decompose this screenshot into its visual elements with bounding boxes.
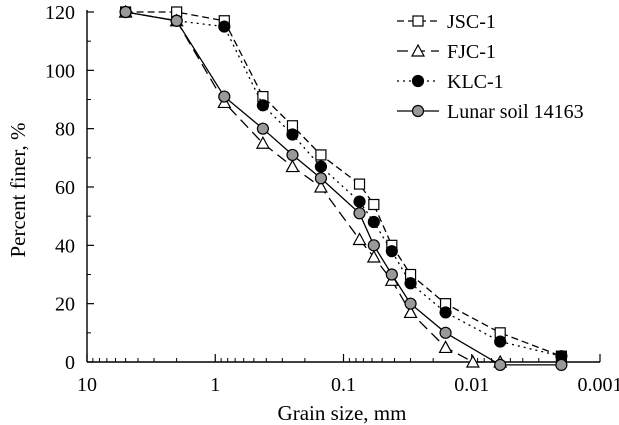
data-point — [385, 268, 398, 281]
data-point — [314, 172, 328, 185]
data-point — [353, 178, 366, 190]
data-point — [403, 305, 418, 319]
y-tick-label: 20 — [55, 294, 75, 316]
y-tick-label: 120 — [45, 2, 75, 24]
data-point — [385, 245, 398, 258]
axes: 0 20 40 60 80 100 120 10 1 0.1 0.01 0.001 — [45, 2, 619, 396]
data-point — [438, 340, 453, 354]
legend-label: FJC-1 — [447, 41, 496, 63]
legend-label: KLC-1 — [447, 71, 504, 93]
x-tick-label: 10 — [77, 374, 97, 396]
y-tick-label: 40 — [55, 235, 75, 257]
y-axis-label: Percent finer, % — [6, 122, 30, 257]
data-point — [286, 148, 299, 162]
data-point — [555, 358, 568, 372]
x-tick-label: 0.01 — [454, 374, 489, 396]
data-point — [352, 232, 367, 246]
series-line — [125, 11, 562, 357]
data-point — [119, 5, 132, 19]
y-tick-label: 100 — [45, 60, 75, 82]
x-tick-label: 0.1 — [331, 374, 356, 396]
legend-swatch-marker — [410, 43, 426, 57]
data-point — [218, 20, 231, 33]
data-point — [367, 239, 380, 252]
legend-swatch-marker — [411, 74, 425, 88]
data-point — [494, 358, 507, 372]
data-point — [366, 249, 381, 263]
y-tick-label: 0 — [65, 352, 75, 374]
legend-entry: KLC-1 — [397, 71, 504, 93]
data-point — [313, 179, 328, 193]
data-point — [170, 14, 183, 27]
series-layer — [118, 4, 568, 372]
data-point — [314, 160, 328, 173]
x-tick-label: 0.001 — [578, 374, 619, 396]
data-point — [256, 99, 270, 112]
series-line — [125, 11, 562, 366]
series-line — [125, 11, 562, 357]
series-4 — [119, 5, 568, 372]
data-point — [285, 159, 300, 173]
data-point — [404, 277, 417, 290]
legend-entry: FJC-1 — [397, 41, 496, 63]
legend-entry: JSC-1 — [397, 11, 496, 33]
x-tick-label: 1 — [210, 374, 220, 396]
data-point — [367, 215, 380, 229]
data-point — [255, 135, 270, 149]
data-point — [353, 207, 366, 220]
legend-entry: Lunar soil 14163 — [397, 101, 584, 123]
data-point — [368, 198, 380, 211]
data-point — [404, 297, 417, 310]
legend-label: Lunar soil 14163 — [447, 101, 584, 123]
y-tick-label: 80 — [55, 119, 75, 141]
series-3 — [119, 5, 568, 363]
legend: JSC-1 FJC-1 KLC-1 Lunar soil 14163 — [397, 11, 584, 123]
y-tick-label: 60 — [55, 177, 75, 199]
data-point — [286, 128, 299, 141]
data-point — [439, 326, 452, 339]
legend-label: JSC-1 — [447, 11, 496, 33]
x-axis-label: Grain size, mm — [278, 401, 407, 425]
data-point — [353, 195, 366, 208]
data-point — [465, 354, 480, 368]
series-1 — [120, 6, 567, 362]
data-point — [494, 335, 507, 348]
data-point — [218, 90, 231, 103]
data-point — [315, 149, 327, 161]
data-point — [439, 306, 452, 319]
legend-swatch-marker — [411, 104, 425, 118]
data-point — [256, 122, 270, 135]
legend-swatch-marker — [412, 15, 424, 27]
